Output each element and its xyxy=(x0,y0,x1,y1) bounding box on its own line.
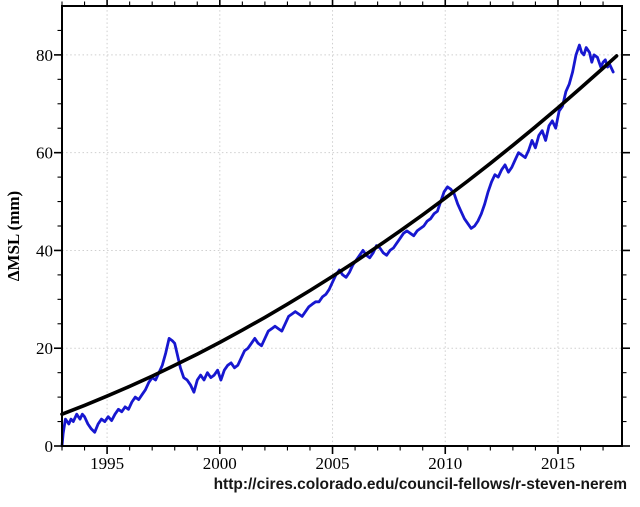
source-url: http://cires.colorado.edu/council-fellow… xyxy=(213,476,627,493)
y-axis-title: ΔMSL (mm) xyxy=(4,191,23,281)
tick-labels: 1995 2000 2005 2010 2015 0 20 40 60 80 xyxy=(36,46,575,473)
y-tick-label: 60 xyxy=(36,144,53,163)
observed-gmsl-line xyxy=(60,43,615,448)
x-tick-label: 2000 xyxy=(203,454,237,473)
x-tick-label: 2010 xyxy=(428,454,462,473)
gridlines xyxy=(62,6,622,446)
y-tick-label: 20 xyxy=(36,339,53,358)
x-tick-label: 2005 xyxy=(316,454,350,473)
y-tick-label: 40 xyxy=(36,241,53,260)
x-tick-label: 1995 xyxy=(90,454,124,473)
y-tick-label: 80 xyxy=(36,46,53,65)
axis-ticks xyxy=(54,0,630,454)
quadratic-fit-line xyxy=(60,54,619,417)
x-tick-label: 2015 xyxy=(541,454,575,473)
y-tick-label: 0 xyxy=(45,437,54,456)
